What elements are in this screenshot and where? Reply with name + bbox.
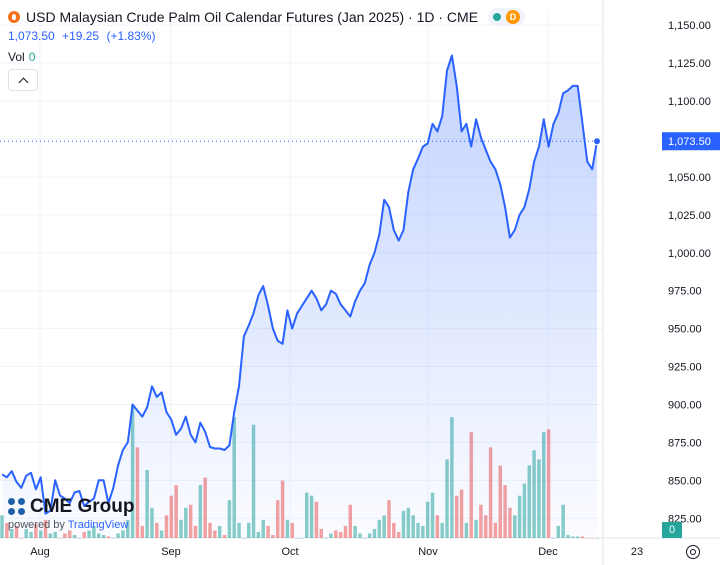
last-price-tag (662, 132, 720, 151)
volume-bar (77, 538, 82, 539)
powered-by: powered by TradingView (8, 519, 129, 531)
price-tick-label: 1,100.00 (668, 96, 711, 108)
volume-bar (324, 538, 328, 539)
price-change: +19.25 (62, 29, 100, 43)
price-tick-label: 925.00 (668, 362, 702, 374)
price-tick-label: 1,125.00 (668, 58, 711, 70)
volume-bar (58, 538, 62, 539)
time-tick-label: Sep (161, 546, 181, 558)
volume-legend[interactable]: Vol 0 (8, 50, 35, 64)
volume-bar (595, 538, 599, 539)
market-status[interactable]: D (488, 8, 526, 26)
market-open-dot-icon (493, 13, 502, 21)
last-price-tag-text: 1,073.50 (668, 136, 711, 148)
price-tick-label: 975.00 (668, 286, 702, 298)
time-tick-label: Aug (30, 546, 50, 558)
volume-bar (590, 538, 594, 539)
last-price-marker: 1,073.50 (0, 132, 720, 151)
price-tick-label: 900.00 (668, 399, 702, 411)
time-axis[interactable]: Aug Sep Oct Nov Dec 23 (30, 546, 643, 558)
volume-bar (300, 538, 304, 539)
price-area (1, 54, 598, 538)
last-price-dot (593, 137, 601, 146)
last-price: 1,073.50 (8, 29, 55, 43)
price-tick-label: 950.00 (668, 324, 702, 336)
volume-bar (111, 538, 116, 539)
price-axis[interactable]: 825.00850.00875.00900.00925.00950.00975.… (668, 20, 711, 525)
cme-logo: CME Group (8, 496, 135, 518)
price-line (1, 54, 598, 515)
time-tick-label: Oct (281, 546, 298, 558)
volume-bar (295, 538, 299, 539)
time-tick-label: 23 (631, 546, 643, 558)
volume-bar (19, 538, 24, 539)
volume-label: Vol (8, 50, 25, 64)
flame-icon (8, 11, 20, 23)
price-change-percent: (+1.83%) (106, 29, 156, 43)
price-tick-label: 850.00 (668, 475, 702, 487)
tradingview-brand: TradingView (67, 519, 129, 531)
symbol-header[interactable]: USD Malaysian Crude Palm Oil Calendar Fu… (8, 8, 526, 26)
volume-bar (242, 538, 246, 539)
volume-bar (0, 515, 4, 538)
time-tick-label: Dec (538, 546, 558, 558)
volume-bar (363, 538, 367, 539)
collapse-legend-button[interactable] (8, 69, 38, 91)
price-tick-label: 1,000.00 (668, 248, 711, 260)
volume-value: 0 (28, 50, 36, 64)
price-area-fill (2, 55, 597, 538)
volume-bar (551, 538, 556, 539)
delayed-data-badge: D (506, 10, 521, 24)
price-tick-label: 1,150.00 (668, 20, 711, 32)
last-volume-label: 0 (662, 522, 682, 538)
price-tick-label: 875.00 (668, 437, 702, 449)
symbol-title[interactable]: USD Malaysian Crude Palm Oil Calendar Fu… (26, 9, 479, 25)
cme-globe-icon (8, 498, 26, 516)
price-tick-label: 1,050.00 (668, 172, 711, 184)
volume-bar (585, 538, 590, 539)
price-tick-label: 1,025.00 (668, 210, 711, 222)
cme-brand: CME Group (30, 496, 135, 517)
time-tick-label: Nov (418, 546, 438, 558)
gear-icon[interactable] (686, 545, 700, 559)
cme-watermark: CME Group powered by TradingView (8, 496, 135, 531)
quote-line: 1,073.50 +19.25 (+1.83%) (8, 29, 159, 43)
